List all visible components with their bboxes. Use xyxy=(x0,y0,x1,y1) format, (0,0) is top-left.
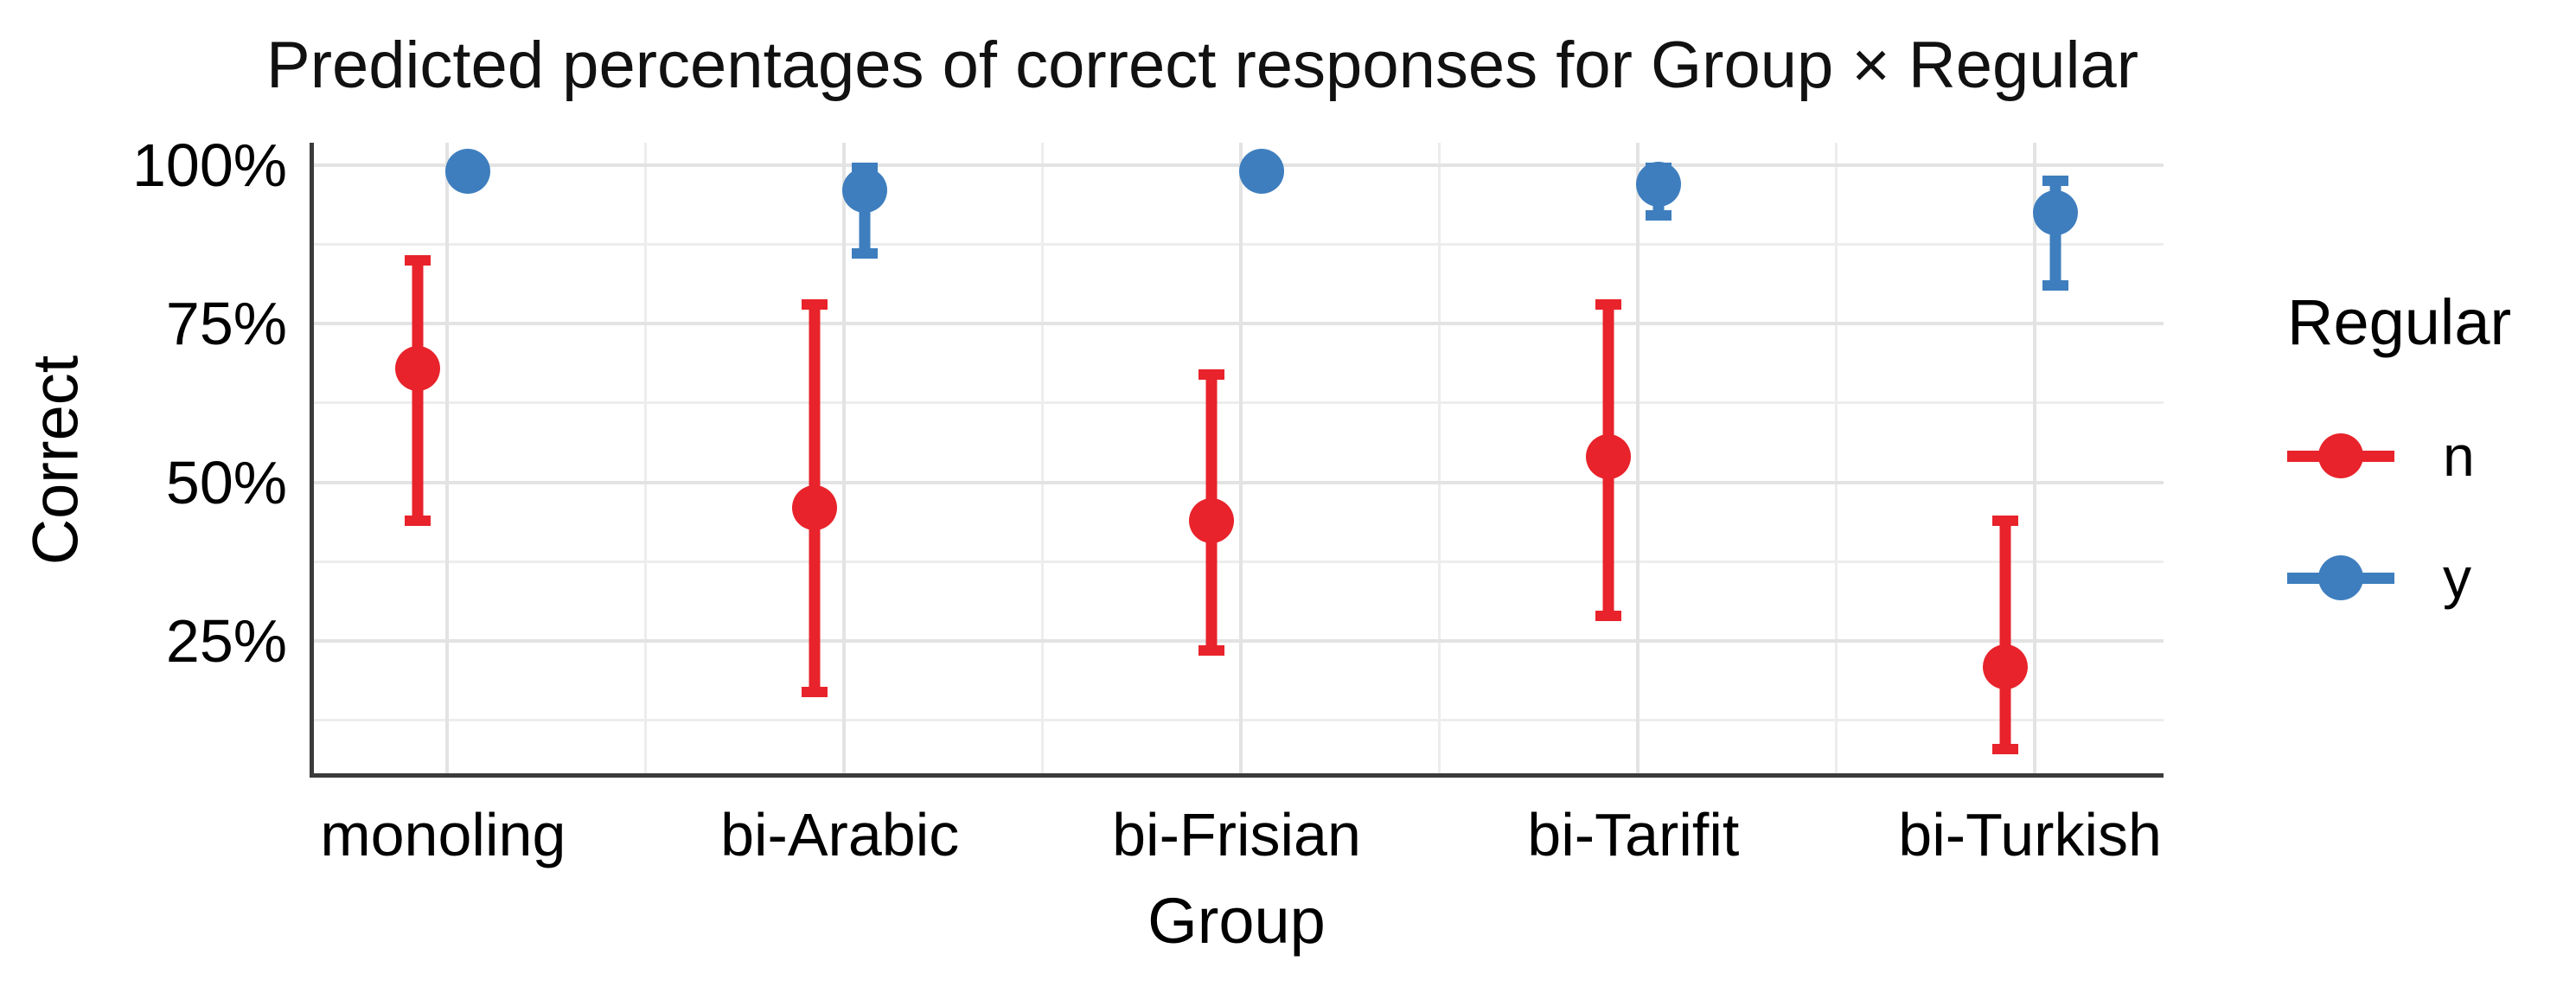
x-tick-label: bi-Turkish xyxy=(1898,801,2162,868)
gridline-horizontal-major xyxy=(314,480,2164,484)
plot-panel xyxy=(310,143,2164,778)
pointrange-cap-y-bi-Arabic xyxy=(852,248,879,259)
pointrange-cap-n-bi-Turkish xyxy=(1991,743,2018,754)
legend-item-y: y xyxy=(2287,543,2564,612)
gridline-horizontal-minor xyxy=(314,719,2164,722)
pointrange-cap-n-monoling xyxy=(405,515,431,526)
y-tick-label: 50% xyxy=(165,448,287,516)
pointrange-cap-n-bi-Frisian xyxy=(1199,368,1225,380)
gridline-vertical-minor xyxy=(644,143,648,773)
pointrange-legend-glyph-y xyxy=(2287,543,2394,612)
x-axis-title: Group xyxy=(1147,885,1326,957)
gridline-horizontal-minor xyxy=(314,242,2164,246)
pointrange-dot-n-bi-Arabic xyxy=(792,485,838,531)
x-tick-label: bi-Tarifit xyxy=(1527,801,1740,868)
pointrange-dot-n-bi-Turkish xyxy=(1982,644,2028,689)
gridline-vertical-major xyxy=(445,143,450,773)
pointrange-cap-n-bi-Arabic xyxy=(802,299,828,311)
pointrange-cap-y-bi-Tarifit xyxy=(1645,210,1672,221)
gridline-vertical-major xyxy=(842,143,847,773)
gridline-horizontal-major xyxy=(314,322,2164,326)
y-tick-label: 25% xyxy=(165,607,287,676)
pointrange-legend-glyph-n xyxy=(2287,421,2394,490)
gridline-horizontal-minor xyxy=(314,560,2164,563)
pointrange-cap-n-bi-Tarifit xyxy=(1595,299,1621,311)
gridline-vertical-major xyxy=(1239,143,1243,773)
pointrange-dot-y-bi-Frisian xyxy=(1238,149,1284,195)
x-tick-label: bi-Arabic xyxy=(720,801,960,868)
pointrange-dot-y-bi-Arabic xyxy=(842,168,888,214)
plot-title: Predicted percentages of correct respons… xyxy=(266,29,2139,102)
legend-label-y: y xyxy=(2443,546,2471,610)
gridline-vertical-minor xyxy=(1437,143,1441,773)
y-tick-label: 75% xyxy=(165,290,287,358)
pointrange-dot-n-monoling xyxy=(395,345,441,391)
legend-item-n: n xyxy=(2287,421,2564,490)
pointrange-dot-y-bi-Turkish xyxy=(2032,189,2078,235)
pointrange-cap-n-bi-Tarifit xyxy=(1595,610,1621,621)
legend-dot-n xyxy=(2318,433,2363,478)
legend-dot-y xyxy=(2318,555,2363,600)
pointrange-cap-n-bi-Arabic xyxy=(802,686,828,697)
pointrange-cap-n-bi-Turkish xyxy=(1991,515,2018,526)
y-axis-title: Correct xyxy=(19,355,92,566)
pointrange-dot-n-bi-Frisian xyxy=(1189,497,1235,543)
pointrange-cap-n-monoling xyxy=(405,254,431,266)
gridline-vertical-major xyxy=(2032,143,2036,773)
gridline-vertical-minor xyxy=(1834,143,1838,773)
legend-label-n: n xyxy=(2443,424,2475,488)
gridline-horizontal-major xyxy=(314,639,2164,644)
x-tick-label: monoling xyxy=(320,801,566,868)
pointrange-cap-n-bi-Frisian xyxy=(1199,645,1225,657)
y-tick-label: 100% xyxy=(131,131,287,199)
gridline-horizontal-minor xyxy=(314,401,2164,405)
gridline-vertical-major xyxy=(1635,143,1640,773)
pointrange-dot-y-bi-Tarifit xyxy=(1635,161,1681,207)
gridline-horizontal-major xyxy=(314,163,2164,167)
legend-title: Regular xyxy=(2287,286,2512,358)
pointrange-cap-y-bi-Turkish xyxy=(2042,176,2068,187)
pointrange-dot-y-monoling xyxy=(445,149,491,195)
x-tick-label: bi-Frisian xyxy=(1112,801,1361,868)
pointrange-cap-y-bi-Turkish xyxy=(2042,280,2068,291)
gridline-vertical-minor xyxy=(1041,143,1045,773)
pointrange-bar-n-bi-Turkish xyxy=(1999,520,2011,749)
pointrange-dot-n-bi-Tarifit xyxy=(1585,434,1631,480)
